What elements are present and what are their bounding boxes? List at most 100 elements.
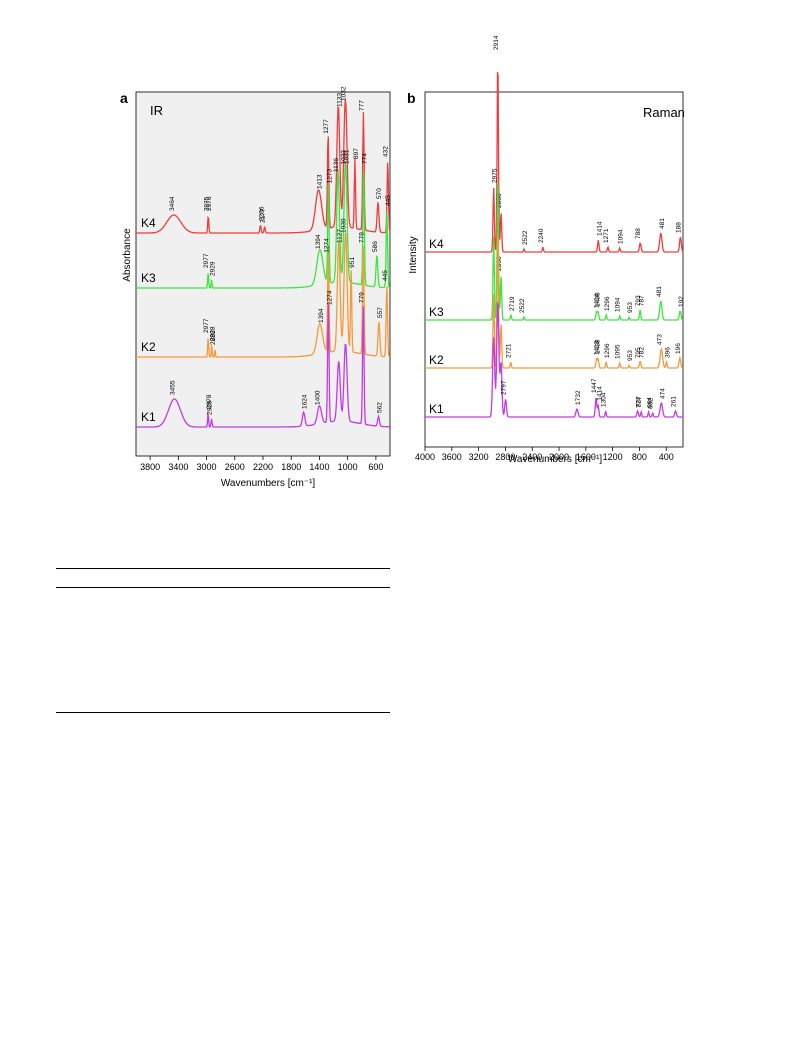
peak-label: 897 <box>353 148 360 159</box>
peak-label: 2928 <box>210 326 217 341</box>
series-line-k3 <box>136 163 391 289</box>
series-label-k4: K4 <box>141 216 156 230</box>
x-tick-label: 3400 <box>168 462 188 472</box>
table-header-rule <box>56 587 390 588</box>
peak-label: 481 <box>656 286 663 297</box>
peak-label: 953 <box>627 302 634 313</box>
peak-label: 2975 <box>203 196 210 211</box>
peak-label: 774 <box>636 397 643 408</box>
peak-label: 1304 <box>601 392 608 407</box>
plot-frame <box>424 91 684 448</box>
x-tick-label: 3600 <box>442 452 462 462</box>
series-label-k1: K1 <box>141 410 156 424</box>
peak-label: 779 <box>358 292 365 303</box>
peak-label: 1394 <box>318 308 325 323</box>
peak-label: 2880 <box>210 330 217 345</box>
x-tick-label: 4000 <box>415 452 435 462</box>
peak-label: 777 <box>358 100 365 111</box>
peak-label: 1296 <box>604 343 611 358</box>
x-tick-label: 1400 <box>309 462 329 472</box>
y-axis-label-a: Absorbance <box>122 228 133 282</box>
peak-label: 1413 <box>317 174 324 189</box>
panel-letter-b: b <box>407 90 416 106</box>
series-label-k4: K4 <box>429 237 444 251</box>
series-label-k3: K3 <box>429 305 444 319</box>
peak-label: 1277 <box>323 119 330 134</box>
peak-label: 196 <box>675 343 682 354</box>
peak-label: 1438 <box>595 339 602 354</box>
peak-label: 1095 <box>615 344 622 359</box>
x-tick-label: 2800 <box>495 452 515 462</box>
peak-label: 2866 <box>496 193 503 208</box>
peak-label: 951 <box>349 257 356 268</box>
peak-label: 787 <box>638 295 645 306</box>
panel-title-a: IR <box>150 103 163 118</box>
table-bottom-rule <box>56 712 390 713</box>
y-axis-label-b: Intensity <box>408 236 419 273</box>
peak-label: 1274 <box>323 238 330 253</box>
peak-label: 473 <box>656 334 663 345</box>
peak-label: 445 <box>385 195 392 206</box>
peak-label: 1033 <box>340 150 347 165</box>
series-line-k1 <box>136 304 390 428</box>
peak-label: 1414 <box>596 386 603 401</box>
peak-label: 570 <box>376 188 383 199</box>
peak-label: 2236 <box>258 206 265 221</box>
raman-panel: b Raman Intensity Wavenumbers [cm⁻¹] 4000 360… <box>407 35 685 465</box>
x-tick-label: 2600 <box>225 462 245 472</box>
peak-label: 2866 <box>496 256 503 271</box>
peak-label: 586 <box>372 241 379 252</box>
x-tick-label: 600 <box>368 462 383 472</box>
peak-label: 2914 <box>493 35 500 50</box>
series-line-k3 <box>425 183 684 321</box>
series-line-k2 <box>425 236 684 369</box>
series-line-k4 <box>425 72 684 253</box>
peak-label: 2240 <box>538 228 545 243</box>
peak-label: 261 <box>671 396 678 407</box>
peak-label: 2177 <box>260 208 267 223</box>
peak-label: 2929 <box>210 261 217 276</box>
series-label-k2: K2 <box>141 340 156 354</box>
peak-label: 2977 <box>203 318 210 333</box>
peak-label: 474 <box>659 388 666 399</box>
peak-label: 2978 <box>206 394 213 409</box>
x-tick-label: 2200 <box>253 462 273 472</box>
peak-label: 779 <box>358 232 365 243</box>
peak-label: 1447 <box>591 378 598 393</box>
peak-label: 1413 <box>593 340 600 355</box>
peak-label: 1094 <box>618 229 625 244</box>
peak-label: 2975 <box>492 168 499 183</box>
ir-panel: a IR Absorbance Wavenumbers [cm⁻¹] 3800 3400 3… <box>120 86 392 489</box>
peak-label: 1394 <box>315 234 322 249</box>
peak-label: 2522 <box>519 298 526 313</box>
x-tick-label: 1800 <box>281 462 301 472</box>
series-line-k4 <box>136 99 391 234</box>
peak-label: 1030 <box>341 218 348 233</box>
peak-label: 1414 <box>596 221 603 236</box>
peak-label: 1031 <box>343 149 350 164</box>
x-axis-label-b: Wavenumbers [cm⁻¹] <box>508 454 603 465</box>
peak-label: 602 <box>648 398 655 409</box>
table-top-rule <box>56 568 390 569</box>
x-tick-label: 3000 <box>197 462 217 472</box>
peak-label: 2797 <box>501 380 508 395</box>
peak-label: 2929 <box>207 400 214 415</box>
peak-label: 3464 <box>169 196 176 211</box>
peak-label: 188 <box>675 222 682 233</box>
peak-label: 2977 <box>203 253 210 268</box>
peak-label: 192 <box>678 296 685 307</box>
series-label-k2: K2 <box>429 353 444 367</box>
x-tick-label: 2400 <box>522 452 542 462</box>
x-tick-label: 1200 <box>603 452 623 462</box>
peak-label: 1271 <box>603 228 610 243</box>
peak-label: 557 <box>377 307 384 318</box>
x-tick-label: 1000 <box>338 462 358 472</box>
peak-label: 445 <box>382 270 389 281</box>
peak-label: 396 <box>665 347 672 358</box>
peak-label: 795 <box>635 347 642 358</box>
x-tick-label: 800 <box>632 452 647 462</box>
peak-label: 1624 <box>302 394 309 409</box>
panel-letter-a: a <box>120 90 128 106</box>
peak-label: 1296 <box>604 296 611 311</box>
x-tick-label: 2000 <box>549 452 569 462</box>
